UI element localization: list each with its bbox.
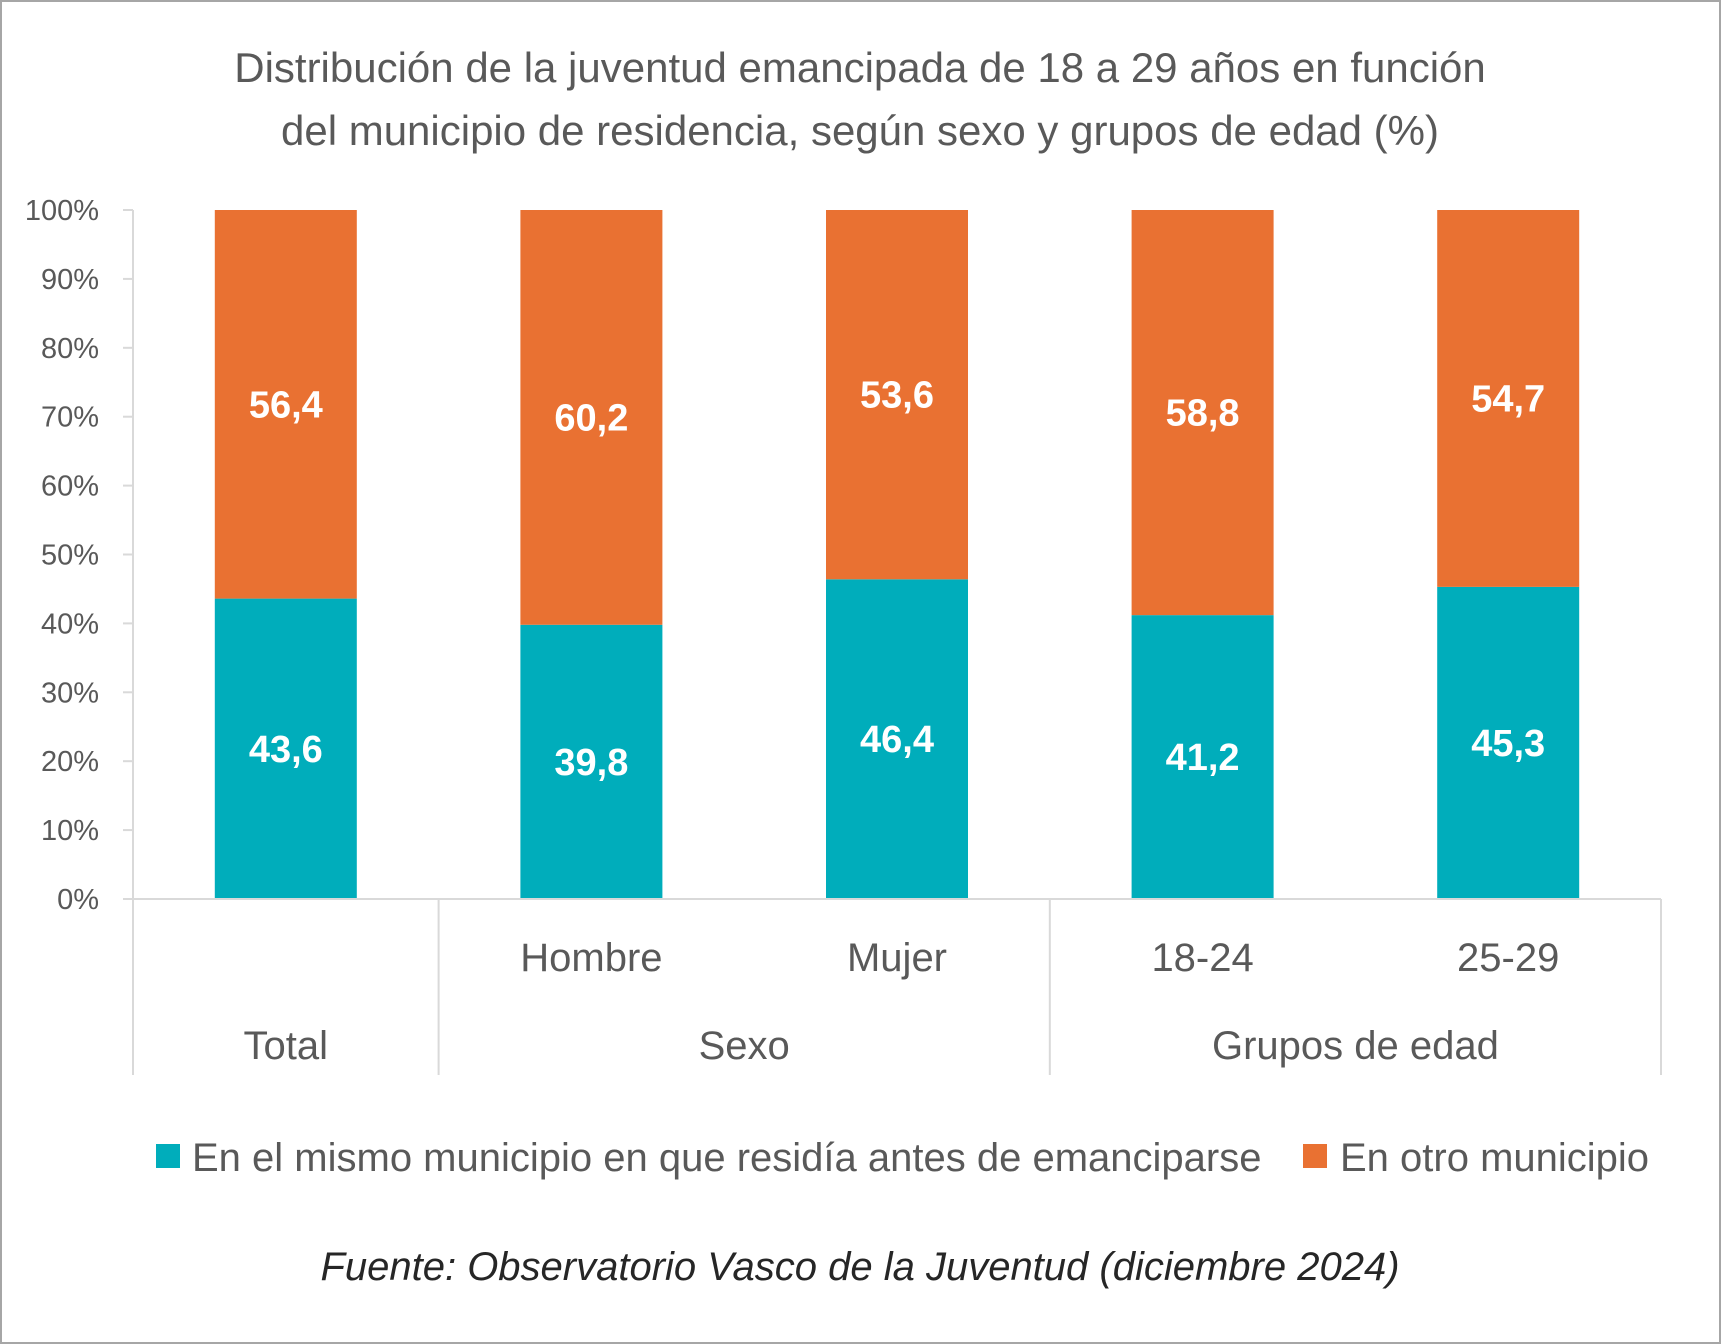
bar-segment-otro-municipio xyxy=(520,210,663,625)
x-axis: Hombre Mujer 18-24 25-29 Total Sexo Grupos de … xyxy=(132,898,1662,1075)
y-tick-label: 90% xyxy=(41,264,99,296)
bar-segment-otro-municipio xyxy=(1437,210,1580,587)
data-label: 56,4 xyxy=(249,384,323,426)
data-label: 46,4 xyxy=(860,719,934,761)
data-label: 60,2 xyxy=(554,397,628,439)
x-group-label: Sexo xyxy=(699,1024,790,1068)
legend-swatch xyxy=(1303,1144,1327,1168)
data-label: 58,8 xyxy=(1166,393,1240,435)
x-category-label: Hombre xyxy=(520,936,662,980)
bar-segment-mismo-municipio xyxy=(214,598,357,899)
bar-segment-mismo-municipio xyxy=(826,579,968,899)
data-label: 54,7 xyxy=(1471,378,1545,420)
x-category-label: 18-24 xyxy=(1151,936,1253,980)
chart-title-line-1: Distribución de la juventud emancipada d… xyxy=(234,44,1486,91)
legend-swatch xyxy=(156,1144,180,1168)
y-tick-label: 100% xyxy=(25,195,99,227)
bar-segment-otro-municipio xyxy=(826,210,968,580)
source-note: Fuente: Observatorio Vasco de la Juventu… xyxy=(320,1245,1399,1289)
y-tick-label: 30% xyxy=(41,677,99,709)
x-group-label: Total xyxy=(244,1024,329,1068)
bar-segment-mismo-municipio xyxy=(1437,586,1580,899)
bar-segment-mismo-municipio xyxy=(520,624,663,899)
bar-segment-otro-municipio xyxy=(214,210,357,599)
y-tick-label: 20% xyxy=(41,746,99,778)
data-label: 41,2 xyxy=(1166,737,1240,779)
legend-label: En otro municipio xyxy=(1340,1136,1649,1180)
y-tick-label: 0% xyxy=(57,884,99,916)
y-tick-label: 60% xyxy=(41,471,99,503)
y-tick-label: 70% xyxy=(41,402,99,434)
legend: En el mismo municipio en que residía ant… xyxy=(156,1136,1649,1180)
bar-segment-mismo-municipio xyxy=(1131,615,1274,899)
x-category-label: Mujer xyxy=(847,936,947,980)
bar-segment-otro-municipio xyxy=(1131,210,1274,616)
chart-title-line-2: del municipio de residencia, según sexo … xyxy=(281,107,1439,154)
data-label: 45,3 xyxy=(1471,723,1545,765)
y-tick-label: 40% xyxy=(41,608,99,640)
data-label: 43,6 xyxy=(249,729,323,771)
data-label: 39,8 xyxy=(554,742,628,784)
data-label: 53,6 xyxy=(860,375,934,417)
y-tick-label: 10% xyxy=(41,815,99,847)
bars: 43,6 56,4 39,8 60,2 46,4 53,6 41,2 58,8 45,3 54,7 xyxy=(214,210,1580,899)
legend-label: En el mismo municipio en que residía ant… xyxy=(192,1136,1261,1180)
x-group-label: Grupos de edad xyxy=(1212,1024,1499,1068)
y-tick-label: 80% xyxy=(41,333,99,365)
y-axis: 0% 10% 20% 30% 40% 50% 60% 70% 80% 90% 100% xyxy=(25,195,134,916)
y-tick-label: 50% xyxy=(41,540,99,572)
x-category-label: 25-29 xyxy=(1457,936,1559,980)
